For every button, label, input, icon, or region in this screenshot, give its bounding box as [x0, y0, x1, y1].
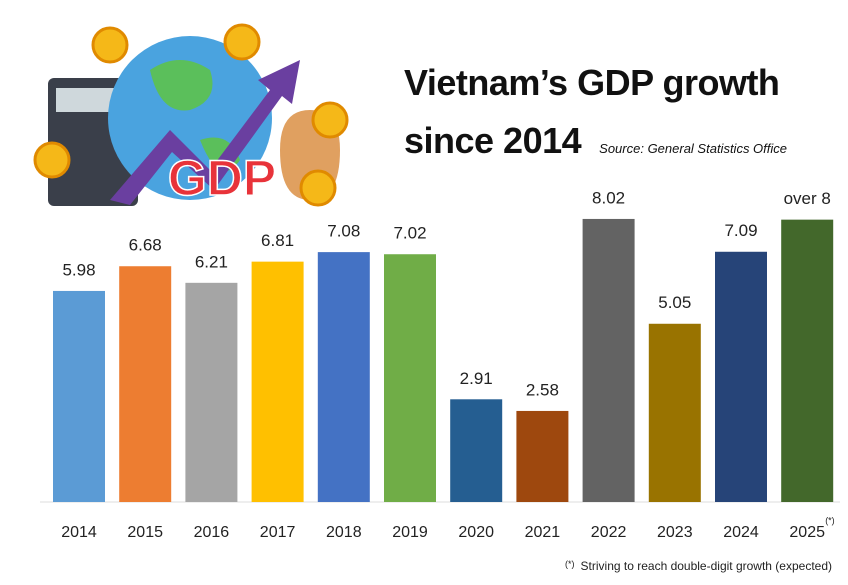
chart-title: Vietnam’s GDP growth since 2014	[404, 62, 780, 161]
value-label: 8.02	[592, 188, 625, 207]
x-tick-label: 2018	[326, 524, 362, 541]
coin	[311, 101, 349, 139]
bar	[781, 219, 834, 502]
illustration-text: GDP	[168, 150, 276, 206]
illustration: GDP	[33, 23, 349, 207]
x-tick-label: 2020	[458, 524, 494, 541]
bar	[384, 254, 436, 502]
value-label: 2.91	[460, 369, 493, 388]
footnote: (*) Striving to reach double-digit growth…	[565, 559, 832, 573]
growth-arrow	[110, 60, 300, 205]
coin	[299, 169, 337, 207]
continents	[150, 60, 240, 172]
x-tick-label: 2021	[525, 524, 561, 541]
bar	[648, 323, 701, 502]
footnote-text: Striving to reach double-digit growth (e…	[581, 559, 832, 573]
bar	[582, 218, 635, 503]
bar	[317, 252, 370, 502]
x-tick-label: 2025	[789, 524, 825, 541]
value-label: 6.21	[195, 252, 228, 271]
value-label: 2.58	[526, 380, 559, 399]
bar	[516, 410, 569, 502]
bar	[251, 261, 304, 502]
value-label: 7.09	[724, 221, 757, 240]
x-tick-label: 2024	[723, 524, 759, 541]
value-label: 5.05	[658, 293, 691, 312]
x-tick-label: 2015	[127, 524, 163, 541]
bar	[185, 282, 238, 502]
source: Source: General Statistics Office	[599, 141, 788, 156]
x-tick-label: 2017	[260, 524, 296, 541]
bar	[450, 399, 503, 502]
coin	[91, 26, 129, 64]
bar	[119, 266, 172, 502]
value-label: 6.81	[261, 231, 294, 250]
bar	[715, 251, 767, 502]
value-label: 5.98	[62, 260, 95, 279]
x-tick-label: 2022	[591, 524, 627, 541]
x-tick-label: 2016	[194, 524, 230, 541]
value-label: over 8	[784, 189, 831, 208]
x-tick-label: 2019	[392, 524, 428, 541]
value-label: 7.08	[327, 222, 360, 241]
x-tick-label: 2023	[657, 524, 693, 541]
value-label: 6.68	[129, 236, 162, 255]
coin	[223, 23, 261, 61]
x-tick-label: 2014	[61, 524, 97, 541]
coin	[33, 141, 71, 179]
bar	[53, 290, 105, 502]
header: Vietnam’s GDP growth since 2014 Source: G…	[404, 58, 844, 174]
footnote-marker: (*)	[565, 559, 575, 569]
footnote-marker: (*)	[825, 515, 835, 525]
value-label: 7.02	[393, 224, 426, 243]
